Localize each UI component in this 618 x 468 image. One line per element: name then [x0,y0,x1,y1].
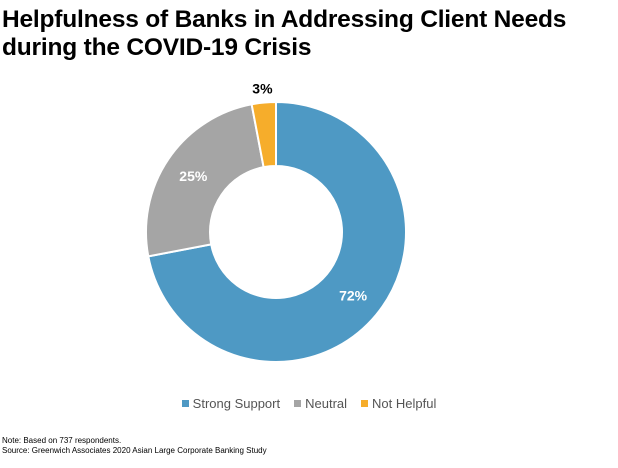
legend-item-strong-support[interactable]: Strong Support [181,396,281,411]
slice-label-not-helpful: 3% [252,81,273,97]
slice-strong-support[interactable] [147,100,407,363]
legend-label-not-helpful: Not Helpful [372,396,437,411]
chart-notes: Note: Based on 737 respondents. Source: … [2,436,267,456]
chart-title: Helpfulness of Banks in Addressing Clien… [2,6,614,62]
legend-item-not-helpful[interactable]: Not Helpful [361,396,436,411]
legend-swatch-not-helpful [361,400,369,407]
legend-item-neutral[interactable]: Neutral [294,396,347,411]
slice-label-strong-support: 72% [339,288,368,304]
legend-swatch-strong-support [181,400,189,407]
slice-not-helpful[interactable] [250,100,277,169]
chart-title-line-2: during the COVID-19 Crisis [2,34,312,61]
chart-title-line-1: Helpfulness of Banks in Addressing Clien… [2,6,567,33]
chart-legend: Strong Support Neutral Not Helpful [0,396,618,411]
slice-neutral[interactable] [145,103,265,258]
slice-label-neutral: 25% [179,168,208,184]
source-text: Source: Greenwich Associates 2020 Asian … [2,446,267,455]
note-text: Note: Based on 737 respondents. [2,436,122,445]
legend-label-strong-support: Strong Support [192,396,281,411]
donut-slices [145,100,407,363]
legend-label-neutral: Neutral [305,396,348,411]
legend-swatch-neutral [294,400,302,407]
donut-slice-labels: 72% 25% 3% [179,81,367,304]
